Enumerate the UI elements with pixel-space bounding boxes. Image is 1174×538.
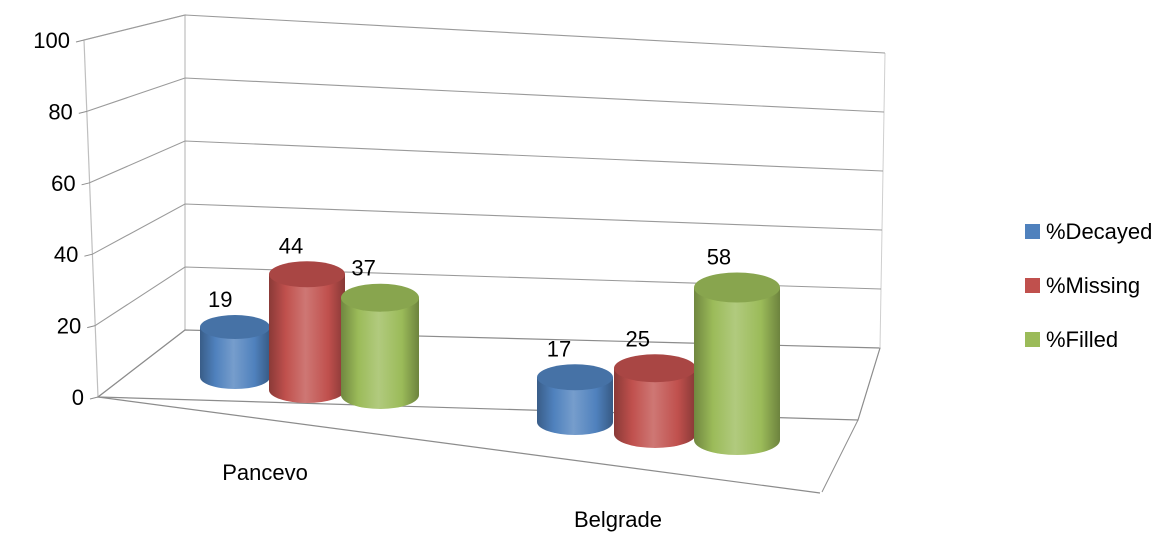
y-tick-mark (87, 325, 96, 329)
gridline (94, 266, 882, 327)
bar (537, 364, 613, 435)
gridlines (83, 14, 886, 327)
bar (200, 315, 270, 389)
y-tick-label: 0 (72, 385, 84, 410)
floor-edge (821, 419, 859, 493)
back-wall-edge (879, 52, 886, 349)
bar-top (537, 364, 613, 391)
legend-swatch (1025, 278, 1040, 293)
bar-top (614, 354, 696, 383)
x-axis: Pancevo Belgrade (222, 460, 662, 532)
bars (200, 261, 780, 455)
data-label: 44 (279, 233, 303, 258)
legend-item: %Missing (1025, 273, 1140, 298)
category-label: Belgrade (574, 507, 662, 532)
legend-item: %Decayed (1025, 219, 1152, 244)
y-tick-label: 20 (57, 314, 81, 339)
y-tick-label: 60 (51, 171, 75, 196)
data-label: 25 (626, 326, 650, 351)
bar-top (200, 315, 270, 340)
gridline (86, 77, 885, 113)
y-tick-label: 40 (54, 242, 78, 267)
bar-top (341, 283, 419, 312)
bar-top (694, 272, 780, 303)
category-label: Pancevo (222, 460, 308, 485)
gridline (89, 140, 884, 184)
y-tick-mark (75, 39, 85, 43)
legend-label: %Missing (1046, 273, 1140, 298)
bar-top (269, 261, 345, 288)
y-tick-mark (84, 253, 93, 257)
y-tick-mark (78, 110, 87, 114)
data-label: 58 (707, 244, 731, 269)
legend: %Decayed %Missing %Filled (1025, 219, 1152, 352)
bar (269, 261, 345, 403)
gridline (83, 14, 886, 54)
bar (614, 354, 696, 448)
bar-body (341, 297, 419, 409)
legend-label: %Decayed (1046, 219, 1152, 244)
y-tick-label: 100 (33, 28, 70, 53)
bar-body (537, 377, 613, 435)
data-labels: 19 44 37 17 25 58 (208, 233, 731, 361)
y-axis: 0 20 40 60 80 100 (33, 28, 99, 410)
legend-item: %Filled (1025, 327, 1118, 352)
bar (341, 283, 419, 409)
bar (694, 272, 780, 455)
legend-swatch (1025, 224, 1040, 239)
data-label: 17 (547, 336, 571, 361)
bar-body (614, 368, 696, 448)
data-label: 19 (208, 287, 232, 312)
y-tick-mark (81, 182, 90, 186)
side-wall (83, 14, 186, 399)
bar-body (269, 274, 345, 403)
y-tick-mark (89, 396, 99, 400)
data-label: 37 (351, 256, 375, 281)
front-axis-line (97, 396, 821, 494)
bar-body (200, 327, 270, 389)
gridline (92, 203, 883, 255)
legend-label: %Filled (1046, 327, 1118, 352)
legend-swatch (1025, 332, 1040, 347)
y-tick-label: 80 (48, 99, 72, 124)
bar-body (694, 287, 780, 455)
